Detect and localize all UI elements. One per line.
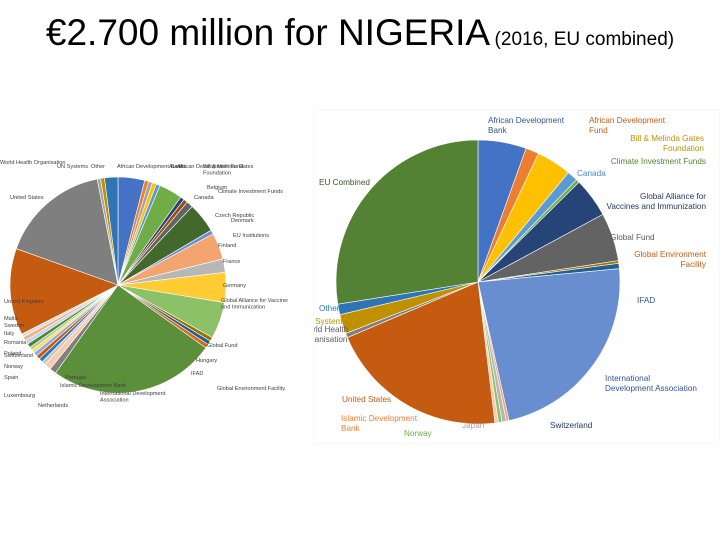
pie-label-united-states: United States xyxy=(10,195,44,201)
pie-label-ifad: IFAD xyxy=(637,296,655,305)
pie-label-japan: Japan xyxy=(462,421,485,430)
pie-label-norway: Norway xyxy=(4,364,23,370)
pie-slice-other xyxy=(104,176,119,286)
pie-label-finland: Finland xyxy=(218,243,236,249)
pie-label-poland: Poland xyxy=(4,351,21,357)
pie-label-global-environment-facility: Global Environment Facility xyxy=(217,386,285,392)
pie-label-switzerland: Switzerland xyxy=(550,421,593,430)
pie-label-islamic-development-bank: Islamic Development Bank xyxy=(341,414,418,433)
pie-label-canada: Canada xyxy=(577,169,606,178)
pie-label-african-development-fund: African Development Fund xyxy=(589,116,666,135)
pie-label-austria: Austria xyxy=(169,164,187,170)
pie-label-un-systems: UN Systems xyxy=(314,317,347,326)
pie-label-canada: Canada xyxy=(194,195,214,201)
pie-label-romania: Romania xyxy=(4,340,27,346)
title-main: €2.700 million for NIGERIA xyxy=(45,12,491,53)
pie-label-malta: Malta xyxy=(4,316,19,322)
pie-label-global-fund: Global Fund xyxy=(207,343,237,349)
pie-label-czech-republic: Czech Republic xyxy=(215,213,254,219)
pie-label-islamic-development-bank: Islamic Development Bank xyxy=(60,383,126,389)
pie-label-germany: Germany xyxy=(223,283,246,289)
pie-label-climate-investment-funds: Climate Investment Funds xyxy=(218,189,283,195)
pie-label-eu-institutions: EU Institutions xyxy=(233,233,269,239)
pie-label-netherlands: Netherlands xyxy=(38,403,68,409)
pie-label-bill-melinda-gates-foundation: Bill & Melinda Gates Foundation xyxy=(203,164,254,177)
right-pie-chart: African Development Bank African Developme… xyxy=(314,116,707,438)
pie-label-united-states: United States xyxy=(342,395,391,404)
pie-label-spain: Spain xyxy=(4,375,18,381)
pie-label-climate-investment-funds: Climate Investment Funds xyxy=(611,157,706,166)
pie-label-hungary: Hungary xyxy=(196,358,217,364)
pie-label-france: France xyxy=(223,259,240,265)
slide-title: €2.700 million for NIGERIA (2016, EU com… xyxy=(0,12,720,54)
pie-label-global-fund: Global Fund xyxy=(610,233,655,242)
pie-label-global-alliance-for-vaccines-and-immunization: Global Alliance for Vaccines and Immuniza… xyxy=(606,192,706,211)
pie-label-denmark: Denmark xyxy=(231,218,254,224)
pie-label-international-development-association: International Development Association xyxy=(605,374,697,393)
pie-label-portugal: Portugal xyxy=(65,375,86,381)
pie-label-eu-combined: EU Combined xyxy=(319,178,370,187)
pie-label-world-health-organisation: World Health Organisation xyxy=(0,160,66,166)
right-pie-chart-panel: African Development Bank African Developme… xyxy=(314,110,719,443)
pie-label-norway: Norway xyxy=(404,429,433,438)
pie-label-belgium: Belgium xyxy=(207,185,228,191)
pie-slice-eu-combined xyxy=(335,139,479,305)
pie-label-international-development-association: International Development Association xyxy=(100,391,166,404)
pie-label-un-systems: UN Systems xyxy=(57,164,88,170)
pie-slice-international-development-association xyxy=(477,268,621,421)
pie-label-other: Other xyxy=(319,304,340,313)
pie-slice-united-kingdom xyxy=(9,248,119,335)
pie-label-african-development-bank: African Development Bank xyxy=(117,164,183,170)
pie-slice-united-states xyxy=(346,281,496,425)
pie-label-global-alliance-for-vaccines-and-immunization: Global Alliance for Vaccines and Immuniza… xyxy=(221,298,288,311)
pie-label-global-environment-facility: Global Environment Facility xyxy=(634,250,707,269)
pie-label-switzerland: Switzerland xyxy=(4,353,33,359)
pie-label-african-development-bank: African Development Bank xyxy=(488,116,565,135)
pie-slice-international-development-association xyxy=(55,284,207,394)
pie-label-african-development-fund: African Development Fund xyxy=(177,164,243,170)
pie-label-other: Other xyxy=(91,164,105,170)
title-subtitle: (2016, EU combined) xyxy=(494,29,675,50)
pie-slice-united-states xyxy=(15,178,119,286)
pie-label-bill-melinda-gates-foundation: Bill & Melinda Gates Foundation xyxy=(630,134,704,153)
pie-label-ifad: IFAD xyxy=(191,371,203,377)
pie-label-sweden: Sweden xyxy=(4,323,24,329)
pie-label-italy: Italy xyxy=(4,331,14,337)
pie-label-luxembourg: Luxembourg xyxy=(4,393,35,399)
left-pie-chart-panel: World Health Organisation UN Systems Other… xyxy=(0,158,288,420)
pie-label-united-kingdom: United Kingdom xyxy=(4,299,44,305)
